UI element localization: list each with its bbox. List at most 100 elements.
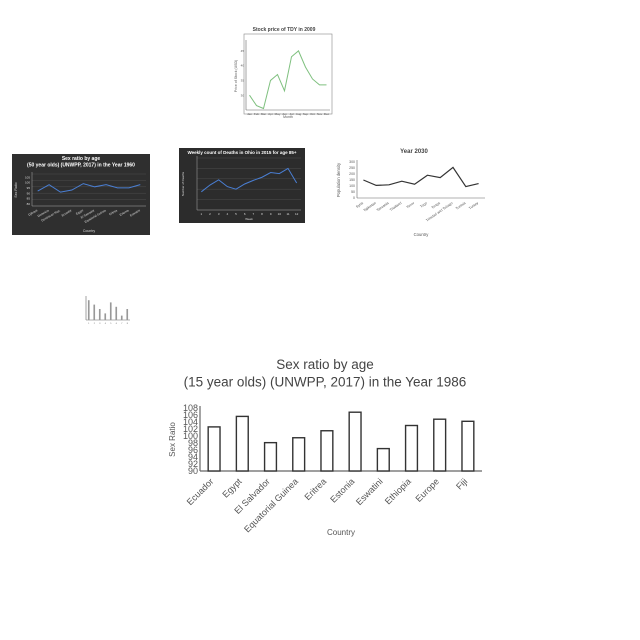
- x-tick-label: Timor: [406, 201, 416, 210]
- bar-europe: [433, 418, 447, 472]
- y-tick-label: 108: [183, 403, 198, 413]
- x-tick-label: Tonga: [431, 201, 441, 210]
- chart-stock-price: Stock price of TDY in 2009 30 35 40 45 Jan Feb…: [232, 22, 336, 122]
- x-tick-label: Estonia: [328, 476, 356, 504]
- y-tick-label: 100: [25, 181, 30, 185]
- x-tick-label: Eswatini: [354, 476, 385, 507]
- x-tick-label: 7: [121, 323, 123, 325]
- x-tick-label: Ecuador: [61, 208, 73, 217]
- chart-weekly-deaths: Weekly count of Deaths in Ohio in 2015 f…: [179, 148, 305, 223]
- y-axis-label: Sex Ratio: [14, 182, 18, 197]
- x-tick-label: Syria: [355, 201, 364, 209]
- bar-3: [98, 309, 101, 320]
- plot-frame: [243, 33, 333, 115]
- x-tick-label: 9: [270, 212, 272, 216]
- x-tick-label: Europe: [414, 476, 442, 504]
- x-tick-label: 10: [278, 212, 282, 216]
- x-tick-label: El Salvador: [80, 208, 95, 219]
- x-axis-label: Week: [245, 217, 253, 221]
- x-tick-label: 8: [127, 323, 129, 325]
- y-tick-label: 40: [241, 64, 245, 68]
- x-tick-label: 1: [88, 323, 90, 325]
- x-tick-label: 3: [218, 212, 220, 216]
- y-axis-label: Population density: [336, 162, 341, 197]
- x-tick-label: Eswatini: [129, 208, 141, 217]
- y-tick-label: 104: [183, 417, 198, 427]
- x-tick-label: Jun: [282, 112, 287, 116]
- x-tick-label: Nov: [317, 112, 323, 116]
- y-tick-label: 100: [183, 431, 198, 441]
- bar-4: [104, 313, 107, 320]
- x-tick-label: Dominica: [37, 208, 50, 218]
- x-axis-label: Country: [83, 229, 96, 233]
- y-tick-label: 250: [349, 166, 355, 170]
- y-tick-label: 94: [188, 452, 198, 462]
- y-tick-label: 106: [183, 410, 198, 420]
- y-axis-label: Price of Stock (USD): [234, 60, 238, 92]
- x-tick-label: Djibouti: [28, 208, 39, 217]
- chart-sex-ratio-1986-svg: Sex ratio by age (15 year olds) (UNWPP, 2…: [168, 357, 482, 537]
- x-tick-label: 11: [286, 212, 289, 216]
- x-tick-label: Togo: [419, 201, 428, 209]
- bar-equatorial-guinea: [292, 437, 306, 472]
- x-tick-label: 6: [244, 212, 246, 216]
- x-tick-label: Ecuador: [185, 476, 216, 507]
- y-tick-label: 90: [188, 466, 198, 476]
- x-tick-label: Aug: [296, 112, 302, 116]
- x-tick-label: Thailand: [389, 201, 402, 212]
- x-tick-label: Sep: [303, 112, 309, 116]
- x-tick-label: 12: [295, 212, 299, 216]
- series-line: [201, 167, 298, 193]
- x-tick-label: Turkey: [468, 201, 479, 210]
- x-tick-label: 4: [226, 212, 228, 216]
- x-tick-label: Equatorial Guinea: [242, 476, 300, 534]
- y-axis-label: Sex Ratio: [168, 422, 177, 457]
- x-tick-label: 4: [105, 323, 107, 325]
- y-tick-label: 35: [241, 78, 245, 82]
- x-axis-label: Country: [327, 528, 355, 537]
- x-tick-label: Estonia: [119, 208, 130, 217]
- series-line: [37, 183, 141, 193]
- x-tick-label: Tajikistan: [363, 201, 377, 213]
- x-tick-label: 3: [99, 323, 101, 325]
- y-tick-label: 85: [27, 197, 31, 201]
- bar-estonia: [348, 411, 362, 472]
- chart-year-2030: Year 2030 0 50 100 150 200 250 300 Syria Tajikist…: [335, 142, 493, 242]
- chart-title: (50 year olds) (UNWPP, 2017) in the Year…: [27, 163, 135, 169]
- y-tick-label: 80: [27, 202, 31, 206]
- chart-sex-ratio-1960: Sex ratio by age (50 year olds) (UNWPP, 2…: [12, 154, 150, 235]
- chart-title: Sex ratio by age: [62, 156, 101, 162]
- chart-sex-ratio-1960-svg: Sex ratio by age(50 year olds) (UNWPP, 2…: [14, 156, 146, 233]
- x-axis-label: Month: [283, 115, 293, 119]
- x-tick-label: Eritrea: [302, 476, 328, 502]
- bar-7: [120, 315, 123, 320]
- bar-el-salvador: [263, 441, 278, 472]
- x-tick-label: May: [275, 112, 281, 116]
- x-tick-label: 2: [209, 212, 211, 216]
- y-tick-label: 50: [351, 190, 355, 194]
- bar-2: [93, 304, 96, 320]
- x-tick-label: 7: [252, 212, 254, 216]
- bar-ethiopia: [404, 424, 419, 472]
- chart-title: Stock price of TDY in 2009: [253, 27, 316, 33]
- chart-title: (15 year olds) (UNWPP, 2017) in the Year…: [184, 375, 467, 390]
- chart-title: Sex ratio by age: [276, 357, 374, 372]
- y-tick-label: 45: [241, 49, 245, 53]
- chart-stock-svg: Stock price of TDY in 2009 30 35 40 45 Jan Feb…: [234, 27, 333, 119]
- bar-8: [126, 309, 129, 320]
- y-tick-label: 96: [188, 445, 198, 455]
- y-tick-label: 150: [349, 178, 355, 182]
- y-tick-label: 92: [188, 459, 198, 469]
- series-line: [363, 166, 479, 188]
- x-tick-label: Feb: [254, 112, 260, 116]
- y-tick-label: 100: [349, 184, 355, 188]
- chart-title: Weekly count of Deaths in Ohio in 2015 f…: [187, 150, 296, 155]
- chart-year-2030-svg: Year 2030 0 50 100 150 200 250 300 SyriaTajikist…: [336, 149, 485, 237]
- x-tick-label: Eritrea: [108, 208, 118, 216]
- y-tick-label: 300: [349, 160, 355, 164]
- x-axis-label: Country: [414, 232, 430, 237]
- y-tick-label: 105: [25, 175, 30, 179]
- chart-title: Year 2030: [400, 149, 428, 155]
- x-tick-label: Jul: [290, 112, 294, 116]
